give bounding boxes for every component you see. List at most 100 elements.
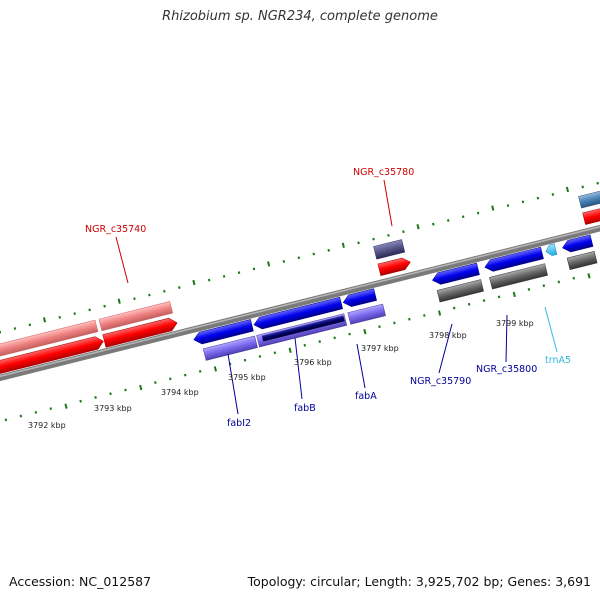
minor-tick bbox=[378, 325, 381, 329]
gene-ngr-c35790[interactable] bbox=[431, 262, 484, 303]
gene-arrow bbox=[253, 296, 343, 330]
gene-label-ngr-c35790: NGR_c35790 bbox=[410, 376, 471, 387]
minor-tick bbox=[551, 193, 555, 196]
cds-bar bbox=[98, 301, 173, 332]
gene-offscreen-right-reverse[interactable] bbox=[561, 234, 598, 271]
minor-tick bbox=[596, 181, 599, 185]
minor-tick bbox=[103, 304, 106, 308]
minor-tick bbox=[521, 200, 525, 204]
gene-label-faba: fabA bbox=[355, 391, 377, 402]
major-tick bbox=[192, 279, 196, 286]
genome-summary: Topology: circular; Length: 3,925,702 bp… bbox=[247, 574, 591, 589]
minor-tick bbox=[148, 293, 151, 297]
gene-offscreen-right[interactable] bbox=[578, 187, 600, 225]
gene-ngr-c35800[interactable] bbox=[483, 246, 548, 290]
gene-ngr-c35780[interactable] bbox=[373, 239, 412, 276]
major-tick bbox=[437, 310, 442, 316]
minor-tick bbox=[303, 343, 307, 347]
tick-label-3794: 3794 kbp bbox=[161, 388, 199, 397]
minor-tick bbox=[372, 237, 375, 241]
minor-tick bbox=[73, 312, 76, 316]
major-tick bbox=[213, 366, 218, 372]
minor-tick bbox=[572, 276, 576, 280]
tick-label-3799: 3799 kbp bbox=[496, 319, 534, 328]
tick-label-3797: 3797 kbp bbox=[361, 344, 399, 353]
cds-bar bbox=[566, 250, 598, 271]
minor-tick bbox=[312, 252, 316, 256]
gene-label-fabi2: fabI2 bbox=[227, 418, 251, 429]
minor-tick bbox=[452, 306, 456, 310]
minor-tick bbox=[327, 248, 330, 252]
minor-tick bbox=[476, 211, 480, 215]
inner-tick-row bbox=[4, 273, 591, 422]
major-tick bbox=[267, 261, 271, 267]
minor-tick bbox=[243, 358, 247, 362]
cds-bar bbox=[436, 279, 484, 303]
minor-tick bbox=[348, 332, 351, 336]
major-tick bbox=[512, 291, 516, 298]
tick-label-3796: 3796 kbp bbox=[294, 358, 332, 367]
gene-arrow bbox=[0, 336, 104, 377]
minor-tick bbox=[4, 418, 8, 422]
minor-tick bbox=[282, 260, 286, 263]
page-title: Rhizobium sp. NGR234, complete genome bbox=[162, 9, 438, 24]
gene-fabb[interactable] bbox=[252, 296, 348, 348]
minor-tick bbox=[169, 377, 172, 381]
accession-label: Accession: NC_012587 bbox=[9, 574, 152, 589]
major-tick bbox=[363, 328, 367, 335]
minor-tick bbox=[58, 315, 61, 319]
minor-tick bbox=[408, 317, 411, 321]
minor-tick bbox=[13, 327, 17, 330]
gene-leader-lines bbox=[115, 179, 558, 415]
minor-tick bbox=[237, 271, 241, 275]
minor-tick bbox=[536, 196, 540, 200]
gene-label-ngr-c35740: NGR_c35740 bbox=[85, 224, 146, 235]
minor-tick bbox=[133, 297, 136, 301]
minor-tick bbox=[183, 373, 187, 377]
genome-track bbox=[0, 181, 600, 422]
cds-inner-bar bbox=[261, 315, 345, 342]
minor-tick bbox=[28, 323, 32, 327]
minor-tick bbox=[357, 241, 360, 245]
gene-trna5[interactable] bbox=[545, 243, 558, 257]
gene-arrow bbox=[193, 319, 254, 345]
minor-tick bbox=[154, 381, 157, 384]
gene-fabi2[interactable] bbox=[192, 319, 258, 362]
minor-tick bbox=[542, 284, 546, 288]
gene-label-fabb: fabB bbox=[294, 403, 316, 414]
cds-bar bbox=[202, 335, 258, 361]
minor-tick bbox=[423, 314, 426, 317]
major-tick bbox=[42, 317, 47, 323]
gene-label-trna5: trnA5 bbox=[545, 355, 571, 366]
minor-tick bbox=[506, 204, 510, 207]
minor-tick bbox=[222, 274, 226, 278]
major-tick bbox=[117, 298, 121, 304]
gene-arrow bbox=[102, 317, 178, 348]
major-tick bbox=[288, 347, 292, 353]
gene-labels: NGR_c35740 NGR_c35780 fabI2 fabB fabA NG… bbox=[85, 167, 571, 429]
minor-tick bbox=[497, 295, 501, 299]
minor-tick bbox=[252, 267, 256, 271]
major-tick bbox=[341, 242, 345, 248]
tick-label-3798: 3798 kbp bbox=[429, 331, 467, 340]
cds-bar bbox=[373, 239, 406, 260]
minor-tick bbox=[178, 286, 181, 289]
minor-tick bbox=[402, 230, 405, 234]
gene-label-ngr-c35780: NGR_c35780 bbox=[353, 167, 414, 178]
cds-bar bbox=[489, 263, 548, 290]
gene-arrow bbox=[432, 262, 480, 285]
major-tick bbox=[139, 384, 143, 391]
minor-tick bbox=[461, 215, 465, 219]
cds-bar bbox=[0, 319, 99, 360]
gene-arrow bbox=[377, 257, 411, 276]
cds-bar bbox=[347, 303, 386, 325]
minor-tick bbox=[467, 302, 471, 306]
minor-tick bbox=[393, 321, 396, 325]
major-tick bbox=[565, 186, 570, 193]
gene-faba[interactable] bbox=[342, 288, 386, 325]
major-tick bbox=[587, 273, 591, 279]
minor-tick bbox=[94, 396, 97, 399]
gene-ngr-c35740[interactable] bbox=[0, 301, 179, 377]
minor-tick bbox=[0, 330, 2, 334]
